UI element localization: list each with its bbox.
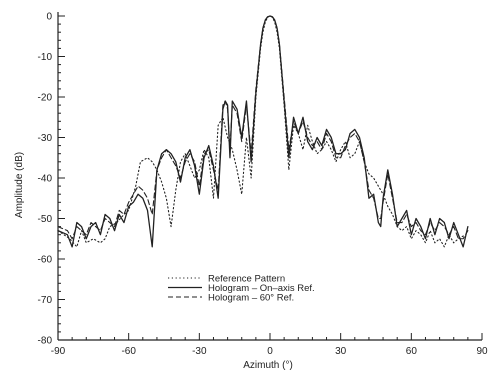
y-tick-label: 0 [46, 12, 52, 23]
series-line-dashed [57, 15, 469, 240]
y-tick-label: -80 [38, 336, 53, 347]
x-tick-label: 0 [267, 346, 273, 357]
y-tick-label: -60 [38, 255, 53, 266]
x-axis-title: Azimuth (°) [243, 360, 293, 371]
axes: 0 -10 -20 -30 -40 -50 -60 -70 -80-90 -60 -30 0 30 60 9… [38, 12, 488, 358]
legend-label: Hologram – On–axis Ref. [208, 283, 315, 294]
x-tick-label: -60 [121, 346, 136, 357]
y-tick-label: -70 [38, 295, 53, 306]
series-line-solid [57, 15, 469, 248]
y-tick-label: -20 [38, 93, 53, 104]
y-tick-label: -10 [38, 52, 53, 63]
x-tick-label: -90 [51, 346, 66, 357]
x-tick-label: 30 [335, 346, 347, 357]
series-line-dotted [57, 15, 467, 248]
legend-label: Reference Pattern [208, 274, 285, 285]
series-group [57, 15, 469, 248]
y-tick-label: -40 [38, 174, 53, 185]
x-tick-label: 90 [476, 346, 488, 357]
y-tick-label: -30 [38, 133, 53, 144]
x-tick-label: -30 [192, 346, 207, 357]
x-tick-label: 60 [406, 346, 418, 357]
y-tick-label: -50 [38, 214, 53, 225]
y-axis-title: Amplitude (dB) [14, 152, 25, 218]
legend-label: Hologram – 60° Ref. [208, 293, 294, 304]
